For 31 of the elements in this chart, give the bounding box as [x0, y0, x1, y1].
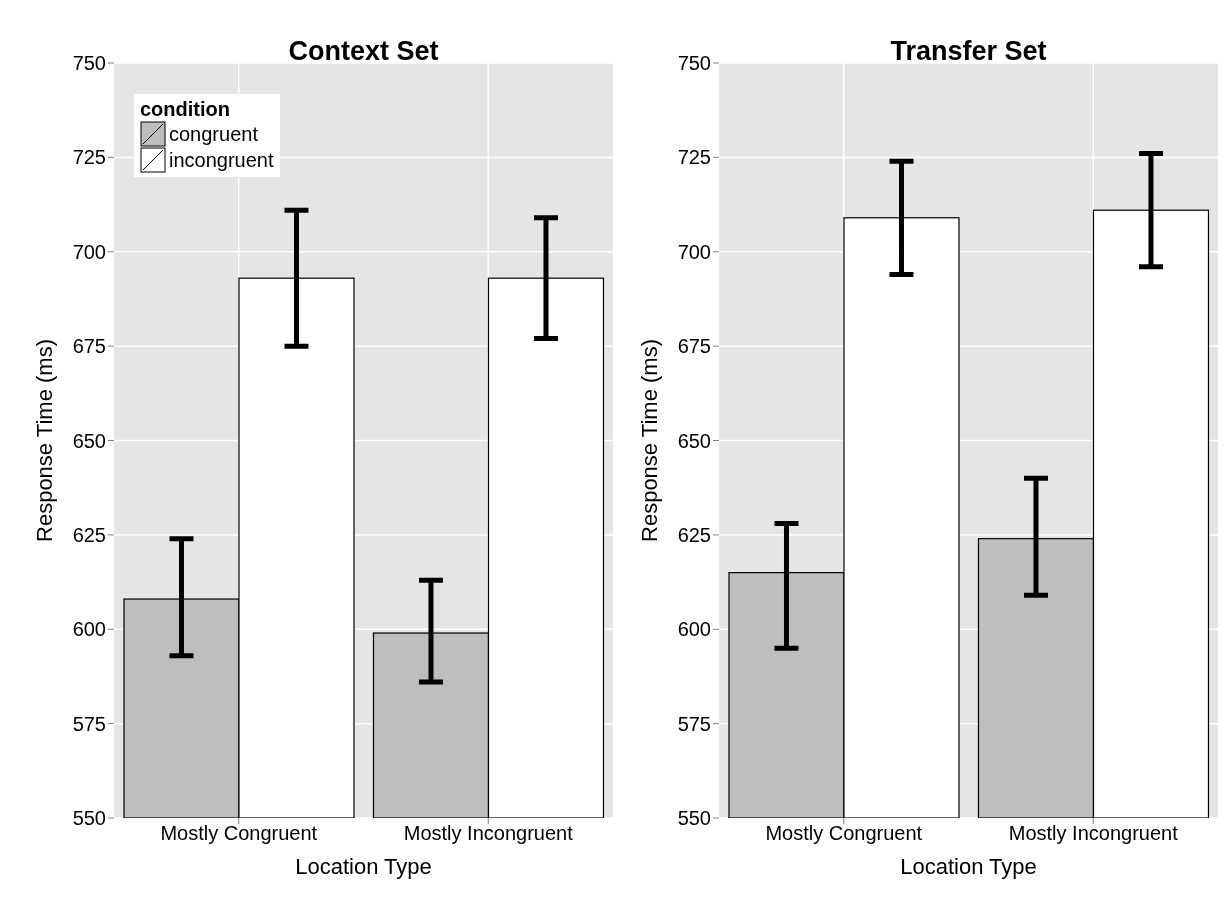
x-tick-label: Mostly Congruent: [765, 822, 923, 845]
y-tick-label: 750: [677, 52, 711, 75]
y-tick-label: 600: [677, 618, 711, 641]
y-tick-label: 550: [72, 807, 106, 830]
x-tick-label: Mostly Congruent: [160, 822, 318, 845]
y-tick-label: 700: [677, 240, 711, 263]
y-tick-label: 750: [72, 52, 106, 75]
y-tick-label: 725: [677, 146, 711, 169]
y-tick-label: 675: [72, 335, 106, 358]
y-tick-label: 650: [677, 429, 711, 452]
chart-title: Transfer Set: [889, 36, 1048, 67]
y-tick-label: 625: [677, 523, 711, 546]
x-tick-label: Mostly Incongruent: [403, 822, 574, 845]
y-tick-label: 650: [72, 429, 106, 452]
y-tick-label: 725: [72, 146, 106, 169]
y-axis-title: Response Time (ms): [636, 339, 662, 542]
y-tick-label: 625: [72, 523, 106, 546]
x-axis-title: Location Type: [900, 854, 1037, 879]
y-tick-label: 700: [72, 240, 106, 263]
y-tick-label: 575: [677, 712, 711, 735]
legend-title: condition: [140, 98, 231, 121]
y-tick-label: 575: [72, 712, 106, 735]
legend-label: incongruent: [169, 148, 274, 173]
x-tick-label: Mostly Incongruent: [1008, 822, 1179, 845]
chart-title: Context Set: [287, 36, 440, 67]
y-tick-label: 550: [677, 807, 711, 830]
legend-label: congruent: [169, 122, 258, 147]
y-tick-label: 675: [677, 335, 711, 358]
y-tick-label: 600: [72, 618, 106, 641]
x-axis-title: Location Type: [295, 854, 432, 879]
y-axis-title: Response Time (ms): [31, 339, 57, 542]
